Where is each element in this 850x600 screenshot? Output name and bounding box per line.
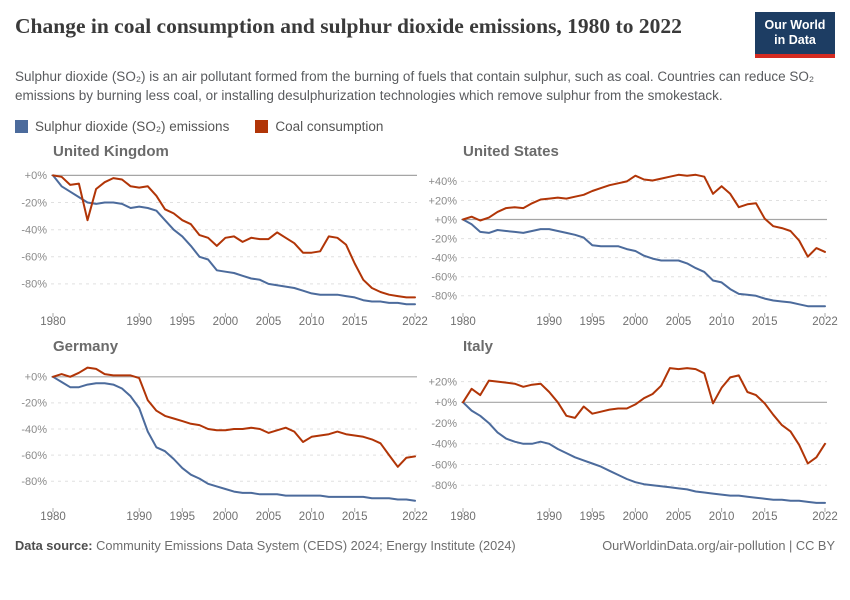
svg-text:-40%: -40% [431, 252, 457, 264]
svg-text:1995: 1995 [580, 511, 606, 523]
svg-text:1995: 1995 [170, 511, 196, 523]
chart-panel-italy: Italy +20% +0% -20% -40% -60% -80% 1980 1990 199… [425, 337, 838, 527]
svg-text:2000: 2000 [213, 316, 239, 328]
chart-header: Change in coal consumption and sulphur d… [15, 10, 835, 58]
owid-url-link[interactable]: OurWorldinData.org/air-pollution | CC BY [602, 537, 835, 553]
svg-text:+0%: +0% [435, 214, 458, 226]
svg-text:2010: 2010 [299, 316, 325, 328]
svg-text:1990: 1990 [126, 316, 152, 328]
svg-text:2010: 2010 [709, 511, 735, 523]
svg-text:1990: 1990 [536, 511, 562, 523]
chart-italy[interactable]: +20% +0% -20% -40% -60% -80% 1980 1990 1995 2000 2… [425, 357, 838, 527]
svg-text:2005: 2005 [666, 316, 692, 328]
chart-panel-united-kingdom: United Kingdom +0% -20% -40% -60% -80% 1980 19… [15, 142, 428, 332]
svg-text:1990: 1990 [536, 316, 562, 328]
svg-text:+0%: +0% [25, 170, 48, 182]
svg-text:-20%: -20% [21, 397, 47, 409]
legend-item-so2: Sulphur dioxide (SO₂) emissions [15, 119, 229, 134]
svg-text:2022: 2022 [812, 511, 838, 523]
svg-text:-80%: -80% [431, 290, 457, 302]
owid-logo-line1: Our World [764, 18, 826, 32]
svg-text:+0%: +0% [435, 397, 458, 409]
svg-text:2022: 2022 [402, 316, 428, 328]
svg-text:+40%: +40% [429, 176, 458, 188]
svg-text:+20%: +20% [429, 376, 458, 388]
coal-legend-swatch [255, 119, 269, 133]
svg-text:1980: 1980 [40, 316, 66, 328]
svg-text:-60%: -60% [21, 251, 47, 263]
svg-text:-80%: -80% [21, 278, 47, 290]
owid-logo[interactable]: Our World in Data [755, 12, 835, 58]
svg-text:1980: 1980 [450, 316, 476, 328]
svg-text:1980: 1980 [450, 511, 476, 523]
svg-text:-20%: -20% [431, 418, 457, 430]
owid-logo-line2: in Data [774, 33, 816, 48]
svg-text:2015: 2015 [752, 511, 778, 523]
data-source-label: Data source: [15, 537, 93, 553]
svg-text:-60%: -60% [431, 459, 457, 471]
svg-text:-80%: -80% [21, 476, 47, 488]
svg-text:+0%: +0% [25, 371, 48, 383]
data-source: Data source: Community Emissions Data Sy… [15, 538, 516, 553]
data-source-text: Community Emissions Data System (CEDS) 2… [92, 537, 516, 553]
legend-item-coal: Coal consumption [255, 119, 383, 134]
svg-text:-20%: -20% [431, 233, 457, 245]
panel-title-united-kingdom: United Kingdom [53, 142, 169, 160]
so2-legend-swatch [15, 119, 28, 133]
chart-panel-germany: Germany +0% -20% -40% -60% -80% 1980 1990 1995 2… [15, 337, 428, 527]
chart-united-states[interactable]: +40% +20% +0% -20% -40% -60% -80% 1980 1990 1995 2… [425, 162, 838, 332]
svg-text:-20%: -20% [21, 197, 47, 209]
svg-text:2015: 2015 [342, 316, 368, 328]
svg-text:2005: 2005 [666, 511, 692, 523]
so2-legend-label: Sulphur dioxide (SO₂) emissions [35, 118, 230, 134]
svg-text:1980: 1980 [40, 511, 66, 523]
svg-text:1995: 1995 [170, 316, 196, 328]
svg-text:2005: 2005 [256, 511, 282, 523]
svg-text:2005: 2005 [256, 316, 282, 328]
svg-text:2022: 2022 [812, 316, 838, 328]
small-multiples-grid: United Kingdom +0% -20% -40% -60% -80% 1980 19… [15, 142, 838, 527]
svg-text:2010: 2010 [709, 316, 735, 328]
svg-text:-40%: -40% [21, 423, 47, 435]
svg-text:2015: 2015 [342, 511, 368, 523]
panel-title-italy: Italy [463, 337, 494, 355]
page-title: Change in coal consumption and sulphur d… [15, 14, 682, 38]
chart-germany[interactable]: +0% -20% -40% -60% -80% 1980 1990 1995 2000 2005 2… [15, 357, 428, 527]
svg-text:2000: 2000 [623, 316, 649, 328]
legend: Sulphur dioxide (SO₂) emissions Coal con… [15, 119, 835, 134]
chart-united-kingdom[interactable]: +0% -20% -40% -60% -80% 1980 1990 1995 2000 2005 2… [15, 162, 428, 332]
svg-text:-40%: -40% [21, 224, 47, 236]
svg-text:2015: 2015 [752, 316, 778, 328]
panel-title-united-states: United States [463, 142, 559, 160]
svg-text:2010: 2010 [299, 511, 325, 523]
panel-title-germany: Germany [53, 337, 119, 355]
svg-text:-60%: -60% [431, 271, 457, 283]
chart-footer: Data source: Community Emissions Data Sy… [15, 538, 835, 553]
chart-subtitle: Sulphur dioxide (SO₂) is an air pollutan… [15, 68, 815, 104]
svg-text:2022: 2022 [402, 511, 428, 523]
svg-text:1995: 1995 [580, 316, 606, 328]
svg-text:+20%: +20% [429, 195, 458, 207]
svg-text:-80%: -80% [431, 480, 457, 492]
chart-panel-united-states: United States +40% +20% +0% -20% -40% -60% -80… [425, 142, 838, 332]
svg-text:-60%: -60% [21, 450, 47, 462]
coal-legend-label: Coal consumption [275, 118, 384, 134]
svg-text:1990: 1990 [126, 511, 152, 523]
svg-text:-40%: -40% [431, 438, 457, 450]
svg-text:2000: 2000 [623, 511, 649, 523]
svg-text:2000: 2000 [213, 511, 239, 523]
